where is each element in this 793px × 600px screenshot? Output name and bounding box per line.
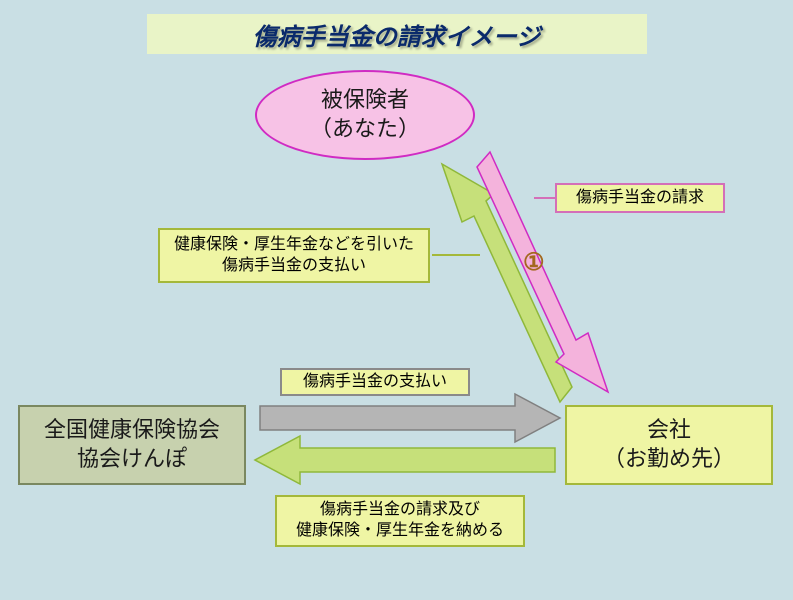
- node-company-line2: （お勤め先）: [603, 445, 735, 474]
- arrow-company-to-association: [255, 436, 555, 484]
- step-marker-text: ①: [523, 249, 545, 276]
- label-claim-and-pay-line1: 傷病手当金の請求及び: [320, 500, 480, 521]
- title-text: 傷病手当金の請求イメージ: [253, 17, 541, 52]
- label-claim-and-pay: 傷病手当金の請求及び 健康保険・厚生年金を納める: [275, 495, 525, 547]
- title-bar: 傷病手当金の請求イメージ: [147, 14, 647, 54]
- step-marker: ①: [523, 248, 545, 277]
- label-payment-association-text: 傷病手当金の支払い: [303, 372, 447, 393]
- node-association: 全国健康保険協会 協会けんぽ: [18, 405, 246, 485]
- node-insured-line1: 被保険者: [321, 86, 409, 115]
- label-claim-text: 傷病手当金の請求: [576, 188, 704, 209]
- node-company-line1: 会社: [647, 416, 691, 445]
- node-association-line1: 全国健康保険協会: [44, 416, 220, 445]
- arrow-company-to-insured: [442, 164, 572, 402]
- label-payment-insured: 健康保険・厚生年金などを引いた 傷病手当金の支払い: [158, 228, 430, 283]
- label-claim: 傷病手当金の請求: [555, 183, 725, 213]
- node-company: 会社 （お勤め先）: [565, 405, 773, 485]
- label-payment-association: 傷病手当金の支払い: [280, 368, 470, 396]
- label-payment-insured-line1: 健康保険・厚生年金などを引いた: [174, 235, 414, 256]
- label-claim-and-pay-line2: 健康保険・厚生年金を納める: [296, 521, 504, 542]
- arrow-association-to-company: [260, 394, 560, 442]
- node-association-line2: 協会けんぽ: [77, 445, 187, 474]
- label-payment-insured-line2: 傷病手当金の支払い: [222, 256, 366, 277]
- node-insured-line2: （あなた）: [310, 115, 420, 144]
- node-insured: 被保険者 （あなた）: [255, 70, 475, 160]
